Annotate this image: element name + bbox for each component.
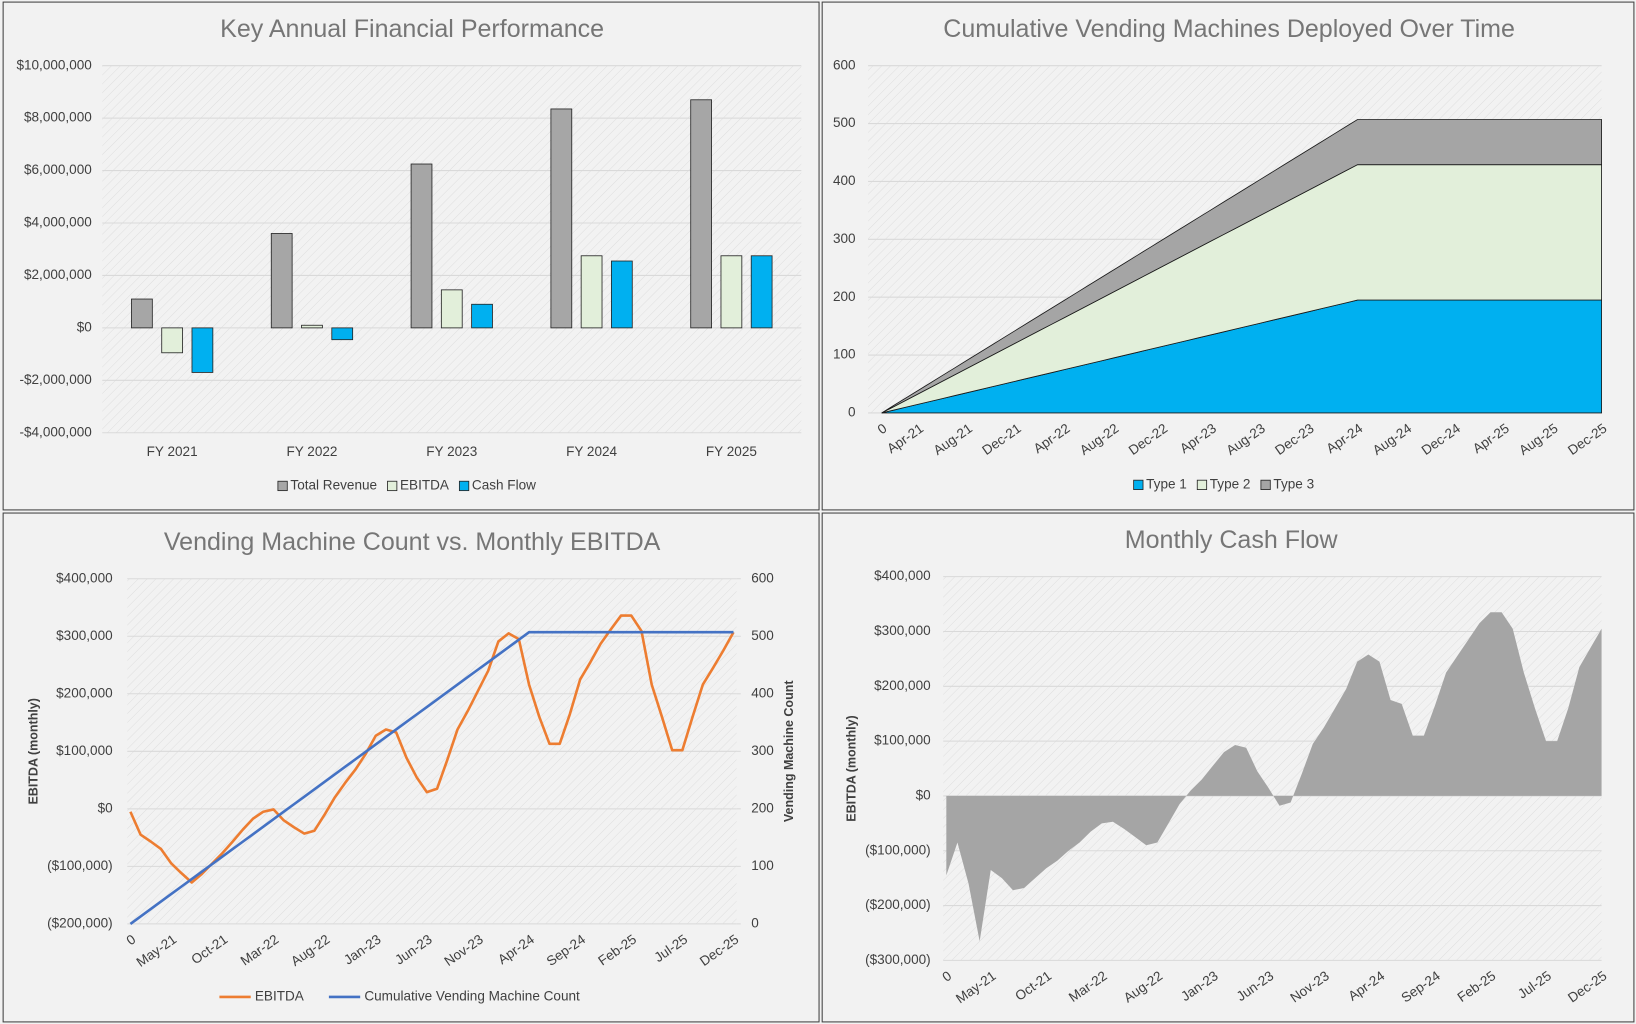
y-tick-label: $6,000,000 — [24, 162, 92, 177]
y-tick-label: 100 — [833, 347, 856, 362]
bar — [610, 260, 633, 329]
x-tick-label: FY 2024 — [566, 444, 617, 459]
legend-label: EBITDA — [400, 478, 450, 493]
x-tick-label: FY 2022 — [286, 444, 337, 459]
legend-label: Cumulative Vending Machine Count — [364, 988, 580, 1003]
legend-item: EBITDA — [387, 478, 450, 493]
bar — [331, 327, 354, 341]
y-axis-title: EBITDA (monthly) — [27, 698, 41, 804]
legend-item: Type 3 — [1260, 476, 1314, 491]
chart-title: Vending Machine Count vs. Monthly EBITDA — [164, 528, 661, 556]
y2-tick-label: 100 — [751, 858, 774, 873]
y-tick-label: ($100,000) — [865, 842, 931, 857]
legend-item: Cumulative Vending Machine Count — [328, 988, 580, 1003]
y2-tick-label: 300 — [751, 743, 774, 758]
y-tick-label: ($300,000) — [865, 952, 931, 967]
y-tick-label: $300,000 — [56, 628, 113, 643]
y-tick-label: ($100,000) — [47, 858, 113, 873]
area — [946, 612, 1602, 942]
y-axis-title: EBITDA (monthly) — [845, 715, 859, 821]
y2-axis-title: Vending Machine Count — [782, 680, 796, 822]
y-tick-label: $300,000 — [874, 623, 931, 638]
legend-item: Type 1 — [1133, 476, 1187, 491]
bar — [191, 327, 214, 373]
y-tick-label: ($200,000) — [47, 915, 113, 930]
bar — [580, 255, 603, 329]
legend-label: Type 1 — [1146, 476, 1187, 491]
x-tick-label: FY 2021 — [147, 444, 198, 459]
y2-tick-label: 400 — [751, 685, 774, 700]
y2-tick-label: 500 — [751, 628, 774, 643]
y2-tick-label: 600 — [751, 570, 774, 585]
y-tick-label: $200,000 — [874, 678, 931, 693]
bar — [410, 163, 433, 329]
y-tick-label: ($200,000) — [865, 897, 931, 912]
y-tick-label: $10,000,000 — [16, 57, 91, 72]
legend-swatch — [1196, 479, 1208, 490]
bar — [301, 324, 323, 329]
legend-label: Type 3 — [1273, 476, 1314, 491]
line — [129, 630, 734, 925]
bar — [131, 298, 153, 329]
bar — [471, 303, 493, 329]
chart-title: Monthly Cash Flow — [1125, 526, 1339, 554]
legend-label: EBITDA — [255, 988, 305, 1003]
area — [881, 119, 1602, 414]
bar — [720, 255, 743, 329]
legend-item: Cash Flow — [458, 478, 536, 493]
legend-item: Type 2 — [1196, 476, 1251, 491]
y-tick-label: 0 — [848, 405, 856, 420]
bar — [750, 255, 773, 329]
bar — [690, 99, 712, 329]
chart-title: Cumulative Vending Machines Deployed Ove… — [943, 15, 1515, 43]
y2-tick-label: 200 — [751, 800, 774, 815]
legend: Total Revenue EBITDA Cash Flow — [277, 478, 536, 493]
y-tick-label: $4,000,000 — [24, 215, 92, 230]
y-tick-label: $400,000 — [874, 568, 931, 583]
legend-swatch — [387, 480, 398, 492]
y-tick-label: $0 — [77, 319, 92, 334]
x-tick-label: FY 2023 — [426, 444, 477, 459]
legend-label: Total Revenue — [290, 478, 377, 493]
legend: Type 1 Type 2 Type 3 — [1133, 476, 1314, 491]
bar — [270, 233, 293, 329]
legend-label: Cash Flow — [472, 478, 536, 493]
legend-swatch — [458, 480, 470, 492]
legend-item: Total Revenue — [277, 478, 377, 493]
legend-swatch — [1133, 479, 1144, 490]
y-tick-label: -$4,000,000 — [19, 424, 91, 439]
y-tick-label: 500 — [833, 115, 856, 130]
bar — [161, 327, 184, 354]
bar — [440, 289, 463, 329]
y-tick-label: $8,000,000 — [24, 110, 92, 125]
legend-swatch — [1260, 479, 1271, 490]
y2-tick-label: 0 — [751, 915, 759, 930]
y-tick-label: $100,000 — [874, 733, 931, 748]
y-tick-label: 200 — [833, 289, 856, 304]
x-tick-label: FY 2025 — [706, 444, 757, 459]
chart-title: Key Annual Financial Performance — [220, 15, 604, 43]
y-tick-label: $0 — [916, 788, 931, 803]
bar — [550, 108, 573, 329]
line — [129, 614, 735, 884]
y-tick-label: $200,000 — [56, 685, 113, 700]
y-tick-label: $100,000 — [56, 743, 113, 758]
legend-swatch — [277, 480, 288, 492]
legend: EBITDA Cumulative Vending Machine Count — [219, 988, 580, 1003]
y-tick-label: 600 — [833, 57, 856, 72]
y-tick-label: 400 — [833, 173, 856, 188]
y-tick-label: $2,000,000 — [24, 267, 92, 282]
legend-item: EBITDA — [219, 988, 305, 1003]
y-tick-label: 300 — [833, 231, 856, 246]
y-tick-label: -$2,000,000 — [19, 372, 91, 387]
plot-area — [102, 65, 802, 433]
legend-label: Type 2 — [1210, 476, 1251, 491]
y-tick-label: $0 — [98, 800, 113, 815]
y-tick-label: $400,000 — [56, 570, 113, 585]
